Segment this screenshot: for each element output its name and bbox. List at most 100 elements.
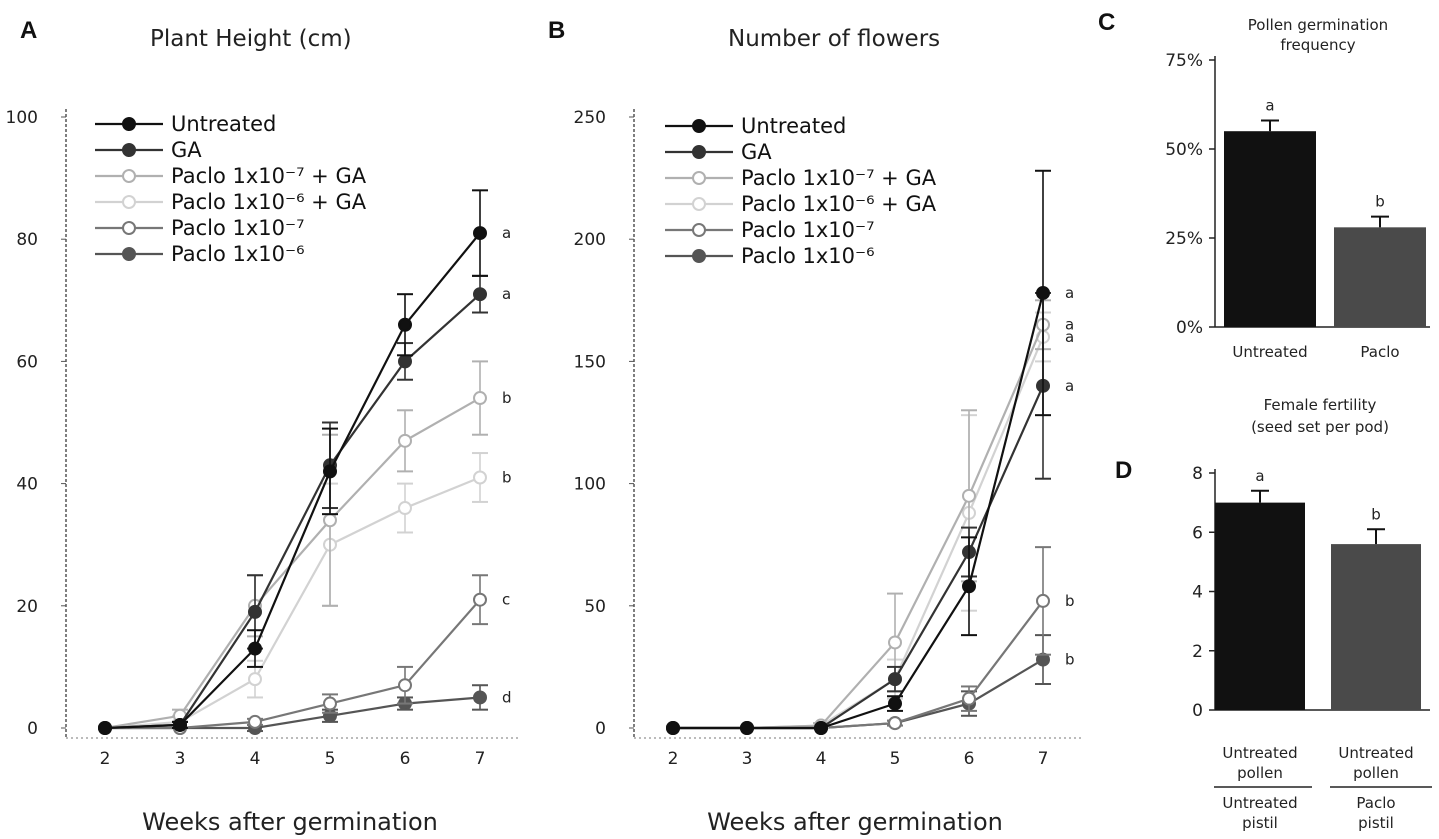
legend-label: Paclo 1x10⁻⁶ + GA — [171, 190, 367, 214]
x-tick-label: 4 — [816, 749, 827, 769]
x-tick-label: 2 — [668, 749, 679, 769]
y-tick-label: 0% — [1176, 318, 1203, 338]
y-tick-label: 80 — [16, 230, 38, 250]
data-point — [888, 696, 902, 711]
x-tick-label: 3 — [742, 749, 753, 769]
legend-marker — [122, 143, 136, 157]
panel-b-xlabel: Weeks after germination — [707, 808, 1003, 836]
y-tick-label: 2 — [1192, 642, 1203, 662]
significance-letter: d — [502, 688, 512, 706]
series-line — [673, 385, 1045, 730]
panel-a-xlabel: Weeks after germination — [142, 808, 438, 836]
y-tick-label: 40 — [16, 475, 38, 495]
legend-label: Paclo 1x10⁻⁷ — [171, 216, 305, 240]
data-point — [173, 717, 187, 732]
bar — [1215, 502, 1305, 710]
data-point — [473, 690, 487, 705]
data-point — [398, 317, 412, 332]
series-line — [104, 476, 481, 730]
x-tick-label: 5 — [890, 749, 901, 769]
series-line — [104, 232, 481, 730]
bar — [1331, 544, 1421, 710]
y-tick-label: 60 — [16, 352, 38, 372]
x-tick-label: 5 — [325, 749, 336, 769]
panel-c-title-line2: frequency — [1280, 36, 1355, 54]
category-label: Paclo — [1360, 343, 1399, 361]
x-tick-label: 2 — [100, 749, 111, 769]
data-point — [962, 488, 976, 503]
y-tick-label: 0 — [27, 719, 38, 739]
data-point — [473, 287, 487, 302]
y-tick-label: 0 — [1192, 701, 1203, 721]
series-line — [673, 336, 1045, 730]
significance-letter: b — [502, 389, 512, 407]
legend-marker — [692, 145, 706, 159]
y-tick-label: 20 — [16, 597, 38, 617]
legend-label: Paclo 1x10⁻⁶ + GA — [741, 192, 937, 216]
series-line — [673, 292, 1045, 730]
x-tick-label: 7 — [475, 749, 486, 769]
bar — [1224, 131, 1316, 327]
panel-d-title-line1: Female fertility — [1264, 396, 1377, 414]
series-line — [673, 600, 1044, 730]
data-point — [962, 691, 976, 706]
data-point — [323, 513, 337, 528]
legend-label: GA — [171, 138, 202, 162]
y-tick-label: 50 — [584, 597, 606, 617]
bar — [1334, 227, 1426, 327]
x-tick-label: 7 — [1038, 749, 1049, 769]
y-tick-label: 4 — [1192, 583, 1203, 603]
legend-marker — [122, 169, 136, 183]
legend-label: Paclo 1x10⁻⁷ + GA — [171, 164, 367, 188]
data-point — [962, 579, 976, 594]
x-tick-label: 4 — [250, 749, 261, 769]
data-point — [398, 354, 412, 369]
data-point — [323, 696, 337, 711]
data-point — [398, 678, 412, 693]
data-point — [98, 721, 112, 735]
y-tick-label: 6 — [1192, 523, 1203, 543]
y-tick-label: 200 — [574, 230, 606, 250]
data-point — [888, 635, 902, 650]
panel-d-bar-chart: 0 2 4 6 8 a b — [1192, 464, 1430, 721]
legend-marker — [692, 249, 706, 263]
data-point — [888, 716, 902, 731]
x-tick-label: 6 — [400, 749, 411, 769]
legend-label: Paclo 1x10⁻⁷ + GA — [741, 166, 937, 190]
legend-label: Paclo 1x10⁻⁷ — [741, 218, 875, 242]
y-tick-label: 100 — [6, 108, 38, 128]
panel-d-cat1-line2: pollen — [1237, 764, 1283, 782]
series-line — [104, 397, 481, 730]
panel-d-group2-line2: pistil — [1358, 814, 1394, 832]
data-point — [248, 672, 262, 687]
significance-letter: a — [1065, 328, 1074, 346]
significance-letter: a — [1065, 377, 1074, 395]
significance-letter: b — [1375, 193, 1385, 211]
significance-letter: b — [1065, 651, 1075, 669]
legend-label: Untreated — [741, 114, 846, 138]
data-point — [248, 604, 262, 619]
series-line — [673, 324, 1045, 730]
data-point — [473, 226, 487, 241]
panel-d-group2-line1: Paclo — [1356, 794, 1395, 812]
data-point — [473, 391, 487, 406]
legend-marker — [122, 221, 136, 235]
panel-b-label: B — [548, 17, 565, 44]
data-point — [248, 641, 262, 656]
legend-label: GA — [741, 140, 772, 164]
data-point — [473, 470, 487, 485]
significance-letter: b — [1371, 505, 1381, 523]
panel-d-cat2-line2: pollen — [1353, 764, 1399, 782]
data-point — [323, 464, 337, 479]
legend-label: Untreated — [171, 112, 276, 136]
category-label: Untreated — [1232, 343, 1307, 361]
data-point — [248, 714, 262, 729]
significance-letter: b — [502, 468, 512, 486]
x-tick-label: 3 — [175, 749, 186, 769]
significance-letter: c — [502, 591, 510, 609]
legend-label: Paclo 1x10⁻⁶ — [741, 244, 875, 268]
data-point — [740, 721, 754, 735]
significance-letter: b — [1065, 592, 1075, 610]
